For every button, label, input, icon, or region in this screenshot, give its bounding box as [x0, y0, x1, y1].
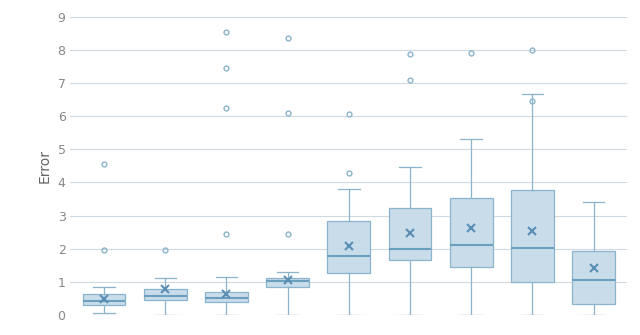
PathPatch shape [450, 198, 493, 267]
PathPatch shape [511, 190, 554, 282]
PathPatch shape [572, 251, 615, 304]
PathPatch shape [388, 208, 431, 260]
PathPatch shape [205, 292, 248, 302]
PathPatch shape [328, 221, 370, 273]
PathPatch shape [144, 289, 187, 300]
PathPatch shape [83, 294, 125, 305]
Y-axis label: Error: Error [38, 149, 52, 183]
PathPatch shape [266, 278, 309, 287]
